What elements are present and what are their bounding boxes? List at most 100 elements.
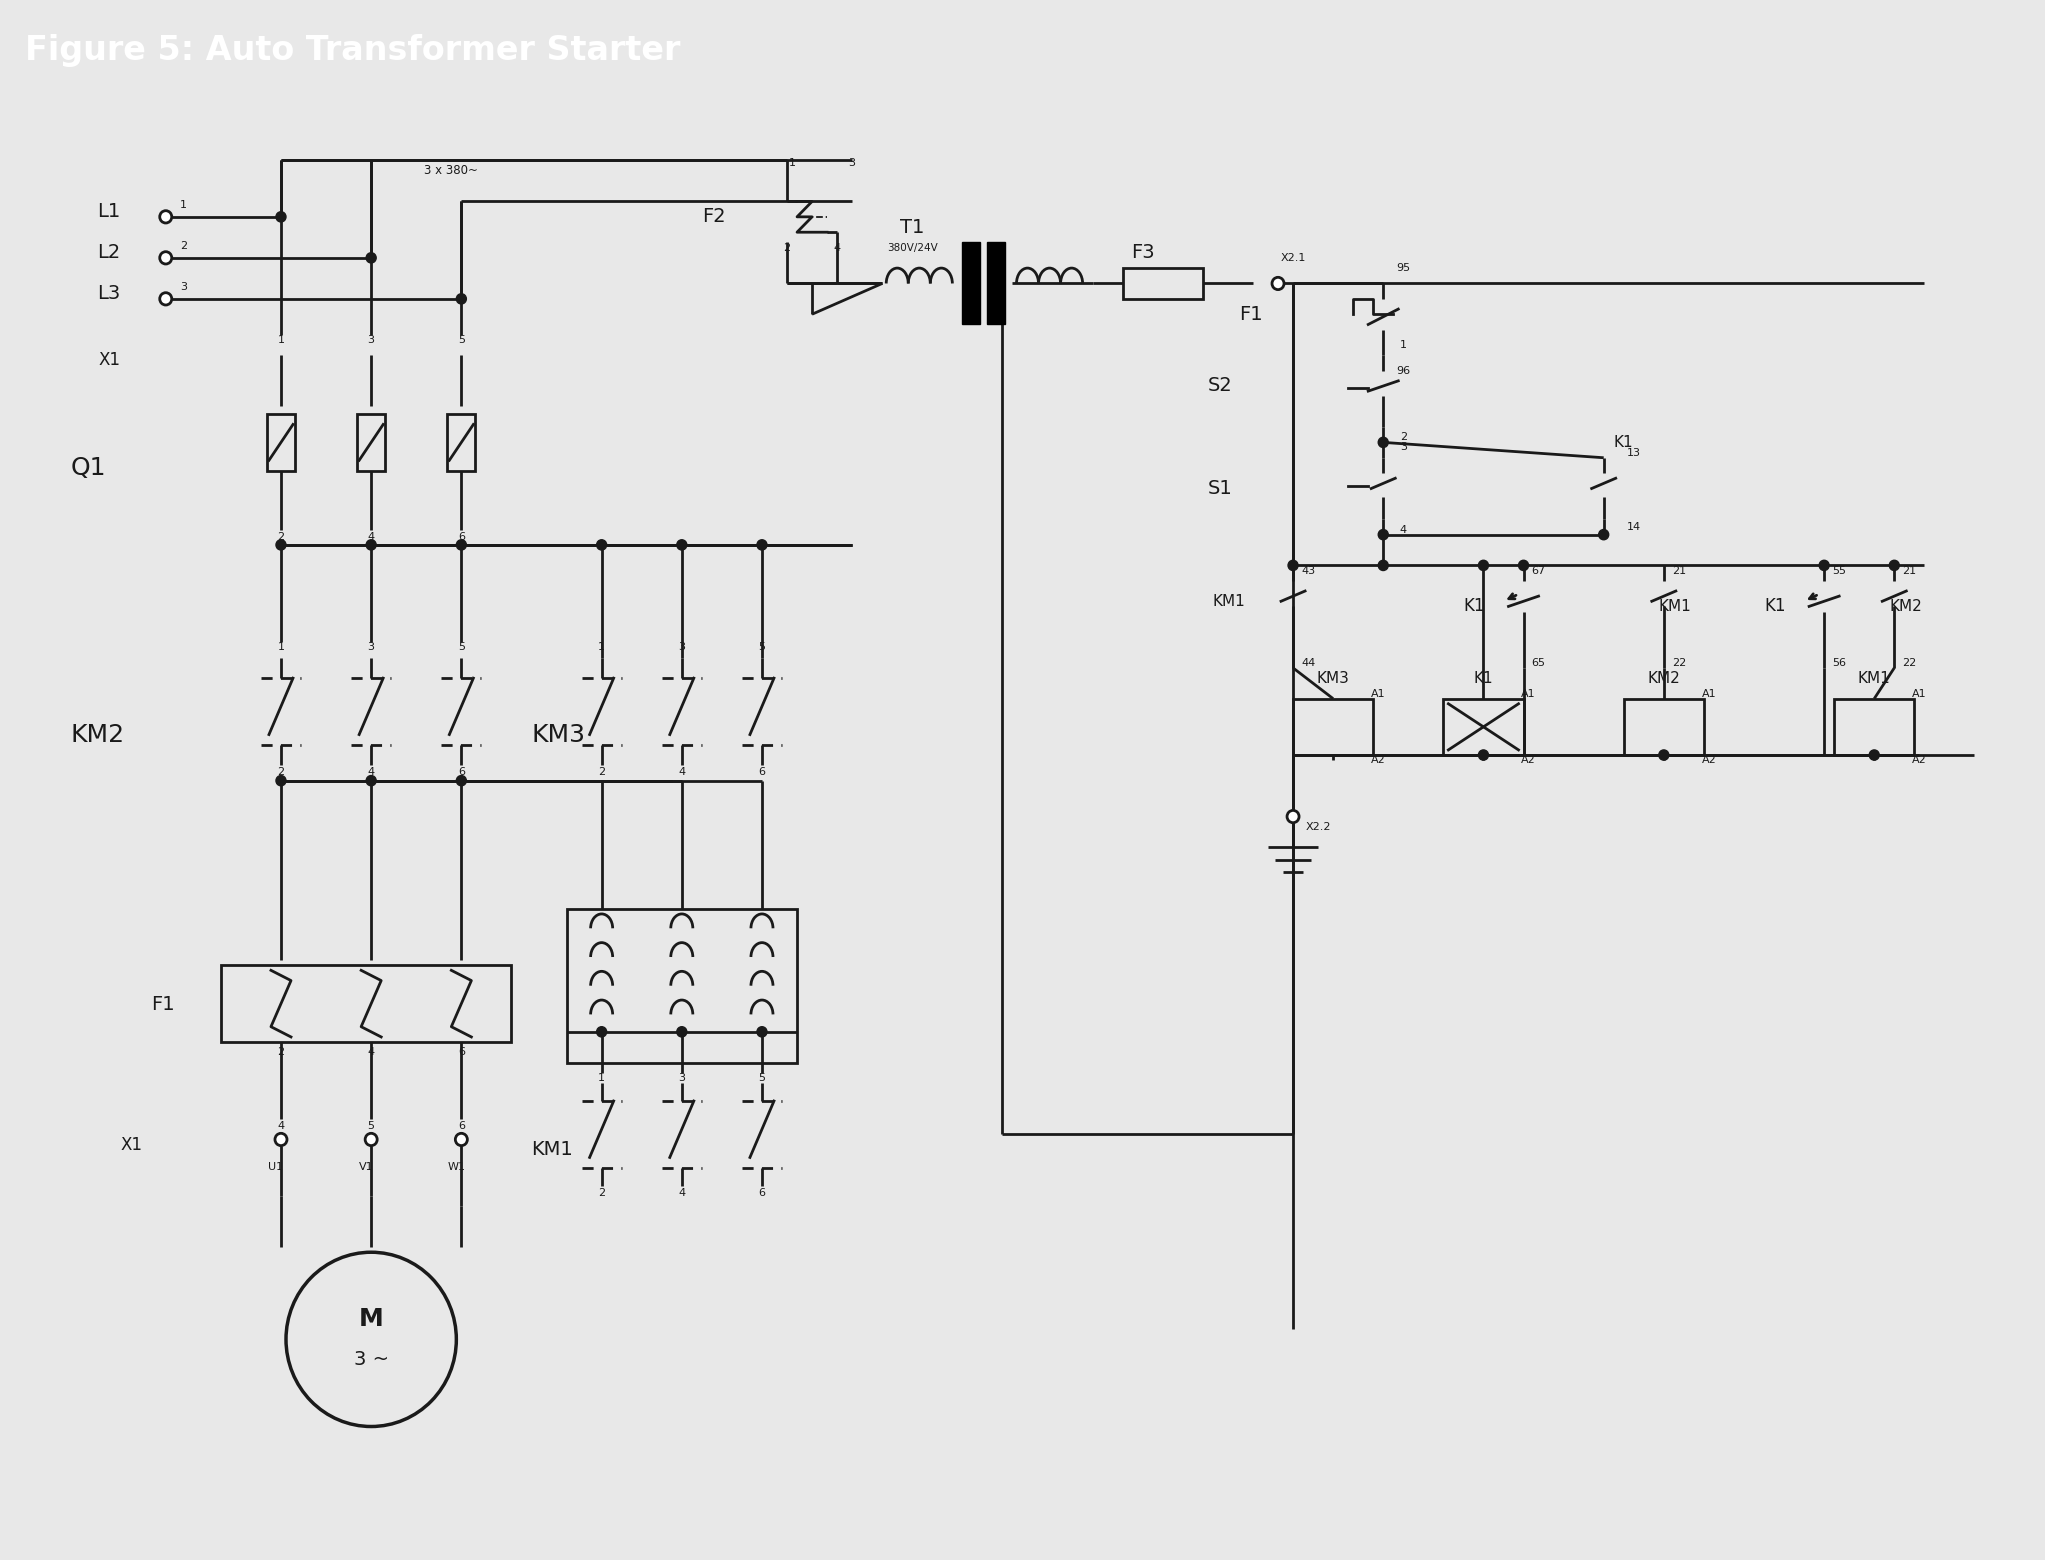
Text: F3: F3 bbox=[1131, 243, 1155, 262]
Text: 2: 2 bbox=[278, 1047, 284, 1058]
Text: A2: A2 bbox=[1370, 755, 1387, 764]
Text: K1: K1 bbox=[1474, 671, 1493, 686]
Text: KM1: KM1 bbox=[1658, 599, 1691, 615]
Circle shape bbox=[366, 540, 376, 551]
Text: U1: U1 bbox=[268, 1162, 284, 1172]
Text: A1: A1 bbox=[1370, 688, 1387, 699]
Circle shape bbox=[276, 212, 286, 222]
Circle shape bbox=[160, 293, 172, 306]
Text: 3: 3 bbox=[679, 1073, 685, 1083]
Text: 4: 4 bbox=[679, 768, 685, 777]
Text: 5: 5 bbox=[458, 335, 464, 345]
Circle shape bbox=[1378, 560, 1389, 571]
Circle shape bbox=[1286, 810, 1299, 822]
Circle shape bbox=[1890, 560, 1900, 571]
Text: 67: 67 bbox=[1532, 566, 1546, 576]
Bar bbox=[358, 413, 384, 471]
Text: A1: A1 bbox=[1701, 688, 1716, 699]
Text: 56: 56 bbox=[1832, 658, 1847, 668]
Circle shape bbox=[1658, 750, 1669, 760]
Text: KM3: KM3 bbox=[1317, 671, 1350, 686]
Circle shape bbox=[677, 1026, 687, 1037]
Text: 6: 6 bbox=[458, 532, 464, 541]
Circle shape bbox=[1599, 529, 1609, 540]
Text: 43: 43 bbox=[1301, 566, 1315, 576]
Text: K1: K1 bbox=[1464, 597, 1485, 615]
Text: 4: 4 bbox=[834, 243, 840, 253]
Text: 5: 5 bbox=[368, 1122, 374, 1131]
Text: KM2: KM2 bbox=[1890, 599, 1922, 615]
Text: 6: 6 bbox=[458, 768, 464, 777]
Bar bbox=[1444, 699, 1524, 755]
Text: 44: 44 bbox=[1301, 658, 1315, 668]
Circle shape bbox=[456, 775, 466, 786]
Text: Figure 5: Auto Transformer Starter: Figure 5: Auto Transformer Starter bbox=[25, 34, 679, 67]
Text: 4: 4 bbox=[368, 532, 374, 541]
Text: F2: F2 bbox=[701, 207, 726, 226]
Text: KM2: KM2 bbox=[1648, 671, 1681, 686]
Text: 2: 2 bbox=[597, 1187, 605, 1198]
Text: 3: 3 bbox=[849, 158, 855, 167]
Text: L3: L3 bbox=[98, 284, 121, 303]
Text: 1: 1 bbox=[597, 643, 605, 652]
Text: M: M bbox=[358, 1307, 384, 1331]
Text: 55: 55 bbox=[1832, 566, 1847, 576]
Circle shape bbox=[456, 1133, 468, 1145]
Text: V1: V1 bbox=[358, 1162, 374, 1172]
Circle shape bbox=[456, 293, 466, 304]
Text: 5: 5 bbox=[458, 643, 464, 652]
Text: 6: 6 bbox=[759, 1187, 765, 1198]
Text: F1: F1 bbox=[151, 995, 174, 1014]
Text: L2: L2 bbox=[98, 243, 121, 262]
Circle shape bbox=[276, 540, 286, 551]
Text: K1: K1 bbox=[1614, 435, 1634, 449]
Text: A1: A1 bbox=[1912, 688, 1926, 699]
Text: 380V/24V: 380V/24V bbox=[888, 243, 939, 253]
Text: A1: A1 bbox=[1521, 688, 1536, 699]
Bar bbox=[268, 413, 294, 471]
Text: 2: 2 bbox=[278, 768, 284, 777]
Text: X1: X1 bbox=[121, 1136, 143, 1153]
Bar bbox=[566, 909, 798, 1062]
Circle shape bbox=[456, 540, 466, 551]
Text: 4: 4 bbox=[679, 1187, 685, 1198]
Circle shape bbox=[1479, 560, 1489, 571]
Text: 3: 3 bbox=[368, 335, 374, 345]
Text: 96: 96 bbox=[1397, 365, 1411, 376]
Text: KM3: KM3 bbox=[532, 722, 585, 747]
Text: 6: 6 bbox=[458, 1047, 464, 1058]
Text: X1: X1 bbox=[98, 351, 121, 370]
Text: 65: 65 bbox=[1532, 658, 1546, 668]
Circle shape bbox=[757, 540, 767, 551]
Text: 3: 3 bbox=[180, 281, 188, 292]
Circle shape bbox=[276, 775, 286, 786]
Text: 13: 13 bbox=[1626, 448, 1640, 457]
Text: 1: 1 bbox=[180, 200, 188, 209]
Text: T1: T1 bbox=[900, 217, 924, 237]
Text: KM2: KM2 bbox=[70, 722, 125, 747]
Text: 2: 2 bbox=[597, 768, 605, 777]
Text: 3: 3 bbox=[368, 643, 374, 652]
Circle shape bbox=[597, 540, 607, 551]
Text: 95: 95 bbox=[1397, 264, 1411, 273]
Text: 6: 6 bbox=[458, 1122, 464, 1131]
Text: KM1: KM1 bbox=[1213, 594, 1245, 608]
Circle shape bbox=[1820, 560, 1828, 571]
Text: 2: 2 bbox=[1399, 432, 1407, 441]
Text: 1: 1 bbox=[1399, 340, 1407, 349]
Circle shape bbox=[1288, 560, 1299, 571]
Circle shape bbox=[677, 540, 687, 551]
Bar bbox=[1834, 699, 1914, 755]
Text: 22: 22 bbox=[1902, 658, 1916, 668]
Text: 21: 21 bbox=[1902, 566, 1916, 576]
Circle shape bbox=[274, 1133, 286, 1145]
Circle shape bbox=[1479, 750, 1489, 760]
Text: 2: 2 bbox=[180, 240, 188, 251]
Circle shape bbox=[1378, 437, 1389, 448]
Bar bbox=[448, 413, 474, 471]
Circle shape bbox=[1869, 750, 1879, 760]
Text: X2.1: X2.1 bbox=[1280, 253, 1307, 262]
Text: 22: 22 bbox=[1671, 658, 1685, 668]
Circle shape bbox=[366, 253, 376, 264]
Text: A2: A2 bbox=[1521, 755, 1536, 764]
